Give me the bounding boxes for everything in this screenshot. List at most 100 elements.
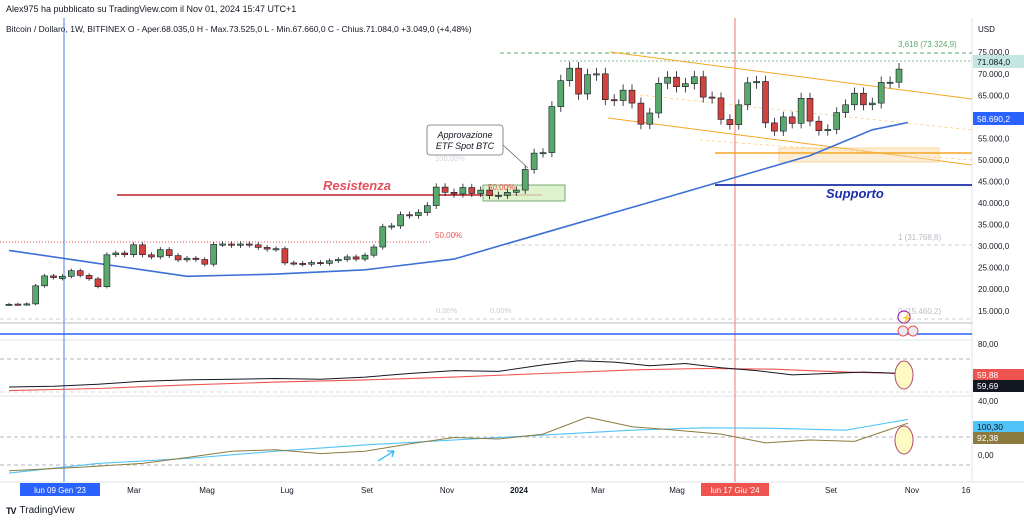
candle[interactable] <box>735 104 743 125</box>
candle[interactable] <box>361 254 369 260</box>
candle[interactable] <box>495 195 502 197</box>
flag-icon-2[interactable] <box>907 325 919 337</box>
candle[interactable] <box>779 116 787 132</box>
candle[interactable] <box>486 189 493 197</box>
candle[interactable] <box>121 252 128 256</box>
candle[interactable] <box>237 243 244 246</box>
candle[interactable] <box>860 92 867 106</box>
candle[interactable] <box>708 96 716 99</box>
candle[interactable] <box>76 270 84 276</box>
candle[interactable] <box>183 257 191 261</box>
rsi-line[interactable] <box>8 360 908 388</box>
candle[interactable] <box>815 120 823 131</box>
candle[interactable] <box>388 225 396 228</box>
candle[interactable] <box>477 189 485 194</box>
candle[interactable] <box>139 244 146 256</box>
candle[interactable] <box>762 81 769 124</box>
candle[interactable] <box>32 285 40 305</box>
candle[interactable] <box>272 248 280 251</box>
candle[interactable] <box>771 122 778 132</box>
candle[interactable] <box>877 82 885 104</box>
lightning-icon[interactable] <box>897 310 911 324</box>
channel-lower[interactable] <box>607 117 973 166</box>
candle[interactable] <box>601 73 609 101</box>
candle[interactable] <box>753 81 760 84</box>
footer-brand[interactable]: TV TradingView <box>6 505 75 516</box>
support-label[interactable]: Supporto <box>826 186 884 201</box>
candle[interactable] <box>85 275 93 280</box>
candle[interactable] <box>824 129 832 131</box>
candle[interactable] <box>281 248 289 264</box>
candle[interactable] <box>895 68 903 83</box>
candle[interactable] <box>326 260 333 264</box>
candle[interactable] <box>397 214 404 227</box>
candle[interactable] <box>14 303 22 306</box>
candle[interactable] <box>441 186 449 193</box>
candle[interactable] <box>459 187 467 195</box>
candle[interactable] <box>655 83 663 114</box>
candle[interactable] <box>157 249 164 258</box>
candle[interactable] <box>468 187 476 194</box>
candle[interactable] <box>219 243 226 246</box>
candle[interactable] <box>646 112 654 125</box>
candle[interactable] <box>23 303 31 306</box>
candle[interactable] <box>842 104 849 113</box>
symbol-name[interactable]: Bitcoin / Dollaro, 1W, BITFINEX <box>6 24 126 34</box>
candle[interactable] <box>682 83 689 87</box>
candle[interactable] <box>165 249 173 256</box>
candle[interactable] <box>432 186 440 206</box>
candle[interactable] <box>94 278 102 287</box>
candle[interactable] <box>726 119 734 125</box>
candle[interactable] <box>851 92 858 106</box>
candle[interactable] <box>406 214 413 217</box>
candle[interactable] <box>379 226 387 248</box>
candle[interactable] <box>210 244 217 265</box>
candle[interactable] <box>673 76 680 87</box>
candle[interactable] <box>690 76 698 85</box>
price-axis[interactable]: 75.000,070.000,065.000,060.000,055.000,0… <box>978 48 1010 316</box>
candle[interactable] <box>317 262 324 265</box>
candle[interactable] <box>68 270 75 277</box>
candle[interactable] <box>637 102 645 125</box>
candle[interactable] <box>41 275 48 287</box>
candle[interactable] <box>174 255 182 261</box>
candle[interactable] <box>246 243 253 246</box>
candle[interactable] <box>103 254 111 288</box>
candle[interactable] <box>886 81 894 84</box>
candle[interactable] <box>370 246 378 256</box>
candle[interactable] <box>797 98 805 124</box>
candle[interactable] <box>504 192 511 196</box>
candlestick-series[interactable] <box>5 62 903 306</box>
candle[interactable] <box>512 189 520 193</box>
candle[interactable] <box>299 263 307 265</box>
candle[interactable] <box>352 256 360 260</box>
time-axis[interactable]: Mar Mag Lug Set Nov 2024 Mar Mag Set Nov… <box>20 483 971 496</box>
candle[interactable] <box>228 243 235 246</box>
candle[interactable] <box>423 205 431 213</box>
candle[interactable] <box>5 303 13 306</box>
channel-upper[interactable] <box>609 51 973 100</box>
candle[interactable] <box>575 67 582 95</box>
candle[interactable] <box>868 102 876 106</box>
candle[interactable] <box>557 80 565 107</box>
candle[interactable] <box>610 99 618 102</box>
candle[interactable] <box>343 256 351 260</box>
candle[interactable] <box>290 262 298 265</box>
support-zone[interactable] <box>778 147 940 163</box>
candle[interactable] <box>744 82 752 106</box>
resistance-label[interactable]: Resistenza <box>323 178 391 193</box>
candle[interactable] <box>539 152 547 155</box>
candle[interactable] <box>415 212 422 216</box>
ind2-line[interactable] <box>8 416 909 472</box>
candle[interactable] <box>50 275 57 278</box>
candle[interactable] <box>584 74 591 95</box>
candle[interactable] <box>148 254 155 258</box>
candle[interactable] <box>788 116 796 124</box>
moving-average-line[interactable] <box>8 121 909 278</box>
candle[interactable] <box>530 152 538 170</box>
candle[interactable] <box>619 89 627 101</box>
candle[interactable] <box>201 259 209 265</box>
candle[interactable] <box>112 252 120 256</box>
candle[interactable] <box>308 262 315 265</box>
candle[interactable] <box>59 275 66 279</box>
